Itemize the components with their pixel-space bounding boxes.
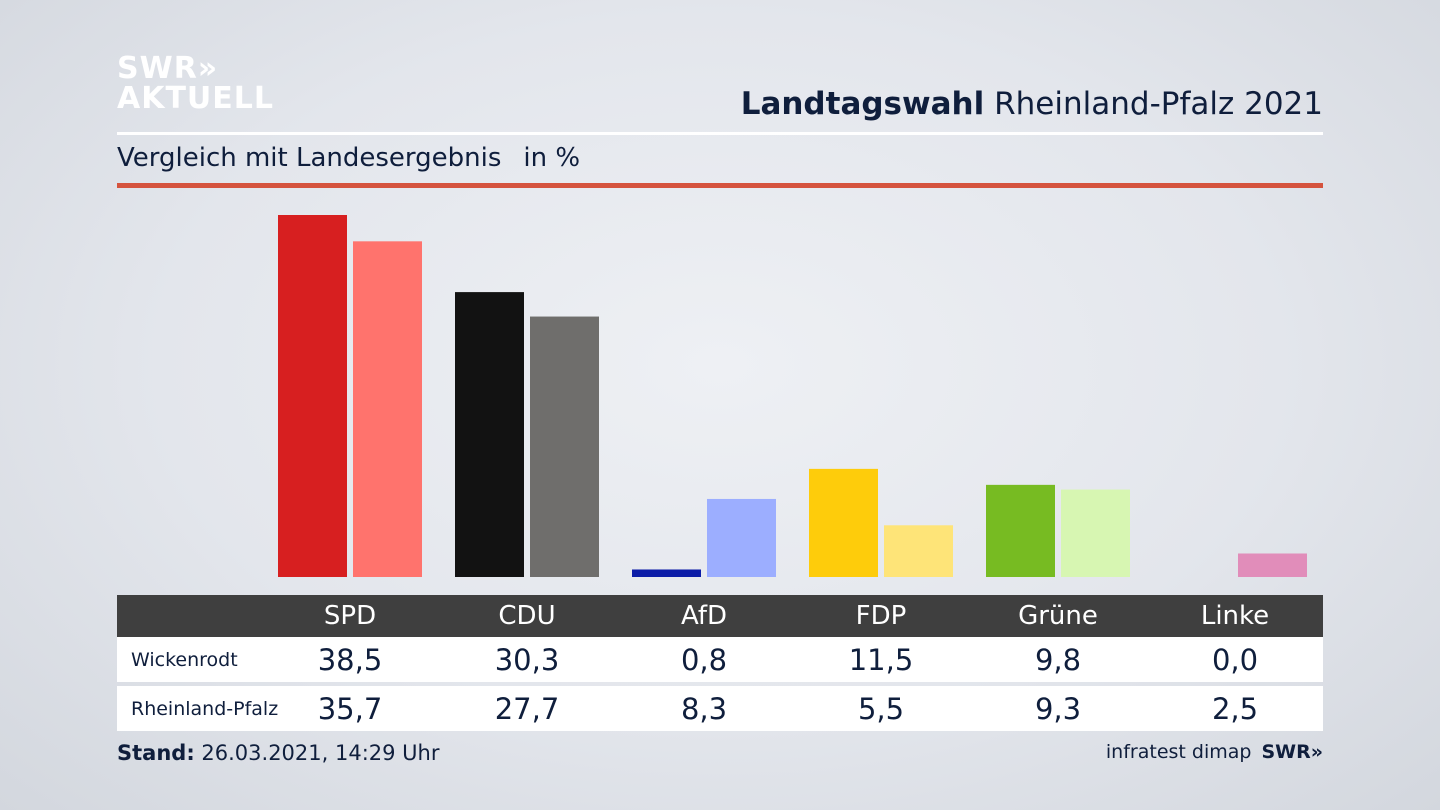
data-label: 9,3	[1034, 692, 1082, 726]
table-header-row: SPD CDU AfD FDP Grüne Linke	[117, 595, 1323, 637]
logo-line-1: SWR»	[117, 51, 219, 86]
subtitle-text: Vergleich mit Landesergebnis	[117, 143, 502, 173]
stand-label: Stand:	[117, 741, 195, 765]
party-header: Grüne	[1018, 601, 1098, 631]
bar-afd-state	[707, 498, 776, 577]
divider-white	[117, 132, 1323, 135]
title-bold: Landtagswahl	[740, 86, 985, 122]
unit-label: in %	[523, 143, 581, 173]
bar-spd-local	[278, 215, 347, 577]
swr-aktuell-logo: SWR» AKTUELL	[117, 54, 274, 114]
bar-fdp-local	[809, 468, 878, 577]
bar-cdu-local	[455, 292, 524, 577]
bar-fdp-state	[884, 525, 953, 577]
row-label: Rheinland-Pfalz	[131, 698, 279, 720]
page-title: Landtagswahl Rheinland-Pfalz 2021	[741, 86, 1323, 122]
data-label: 38,5	[317, 643, 383, 677]
bar-spd-state	[353, 241, 422, 577]
data-label: 30,3	[494, 643, 560, 677]
bar-grne-local	[986, 484, 1055, 577]
party-header: AfD	[680, 601, 728, 631]
chart-subtitle: Vergleich mit Landesergebnis in %	[117, 143, 580, 173]
data-label: 9,8	[1034, 643, 1082, 677]
source-credit: infratest dimap SWR»	[1106, 741, 1323, 763]
logo-line-2: AKTUELL	[117, 81, 275, 116]
party-header: CDU	[498, 601, 556, 631]
bar-linke-state	[1238, 553, 1307, 577]
bar-grne-state	[1061, 489, 1130, 577]
data-label: 2,5	[1211, 692, 1259, 726]
party-header: Linke	[1200, 601, 1270, 631]
table-row: Rheinland-Pfalz 35,7 27,7 8,3 5,5 9,3 2,5	[117, 686, 1323, 731]
data-label: 0,0	[1211, 643, 1259, 677]
bar-cdu-state	[530, 316, 599, 577]
data-label: 0,8	[680, 643, 728, 677]
results-table: SPD CDU AfD FDP Grüne Linke Wickenrodt 38,5 30…	[117, 595, 1323, 731]
data-label: 27,7	[494, 692, 560, 726]
divider-red	[117, 183, 1323, 188]
party-header: FDP	[855, 601, 907, 631]
data-label: 35,7	[317, 692, 383, 726]
bar-afd-local	[632, 569, 701, 577]
row-label: Wickenrodt	[131, 649, 238, 671]
source-text: infratest dimap	[1105, 741, 1252, 763]
title-rest: Rheinland-Pfalz 2021	[984, 86, 1323, 122]
party-header: SPD	[323, 601, 377, 631]
timestamp: Stand: 26.03.2021, 14:29 Uhr	[117, 741, 440, 765]
data-label: 8,3	[680, 692, 728, 726]
swr-brand-logo: SWR»	[1261, 741, 1323, 763]
data-label: 5,5	[857, 692, 905, 726]
stand-value: 26.03.2021, 14:29 Uhr	[194, 741, 440, 765]
data-label: 11,5	[848, 643, 914, 677]
table-row: Wickenrodt 38,5 30,3 0,8 11,5 9,8 0,0	[117, 637, 1323, 682]
